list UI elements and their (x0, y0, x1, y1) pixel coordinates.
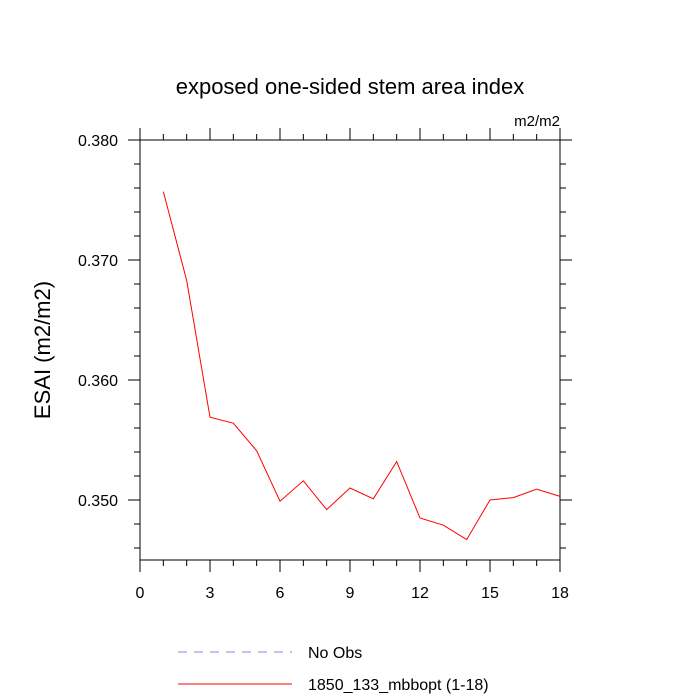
data-series (162, 191, 561, 541)
axis-tick-labels: 0 3 6 9 12 15 18 0.350 0.360 0.370 0.380 (78, 133, 569, 602)
x-tick-label: 9 (346, 585, 355, 602)
legend-label: 1850_133_mbbopt (1-18) (308, 677, 489, 694)
x-tick-label: 18 (551, 585, 569, 602)
y-tick-label: 0.350 (78, 493, 118, 510)
y-tick-label: 0.370 (78, 253, 118, 270)
y-tick-label: 0.360 (78, 373, 118, 390)
series-line (162, 191, 561, 541)
plot-frame (139, 139, 561, 561)
legend: No Obs 1850_133_mbbopt (1-18) (178, 645, 489, 694)
y-tick-label: 0.380 (78, 133, 118, 150)
y-axis-label: ESAI (m2/m2) (30, 281, 55, 419)
x-tick-label: 0 (136, 585, 145, 602)
chart-title: exposed one-sided stem area index (176, 74, 525, 99)
x-tick-label: 15 (481, 585, 499, 602)
legend-label: No Obs (308, 645, 362, 662)
units-label: m2/m2 (514, 113, 560, 130)
x-tick-label: 3 (206, 585, 215, 602)
axis-ticks (128, 128, 572, 572)
x-tick-label: 6 (276, 585, 285, 602)
x-tick-label: 12 (411, 585, 429, 602)
